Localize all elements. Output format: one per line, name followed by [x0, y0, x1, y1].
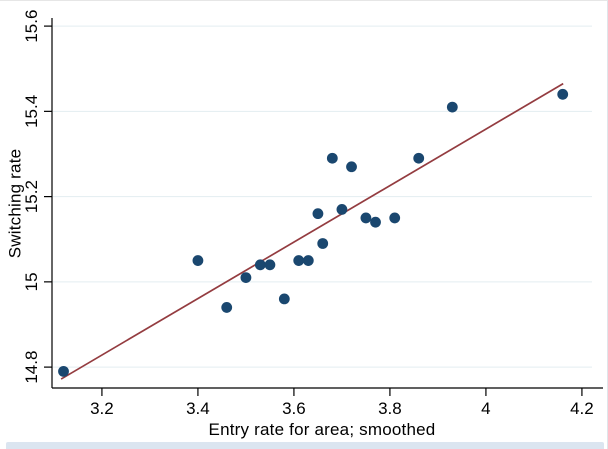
data-point: [278, 293, 290, 305]
data-point: [370, 216, 381, 228]
data-point: [413, 152, 425, 164]
data-point: [302, 255, 314, 266]
data-point: [346, 161, 357, 173]
data-point: [192, 255, 204, 266]
data-point: [312, 208, 324, 220]
data-point: [557, 88, 569, 100]
x-axis-title: Entry rate for area; smoothed: [208, 420, 436, 439]
y-tick-label: 15.6: [22, 10, 41, 43]
data-point: [254, 259, 266, 271]
data-point: [221, 302, 233, 313]
x-tick-label: 3.4: [186, 399, 210, 418]
x-tick-label: 3.2: [90, 399, 114, 418]
data-point: [389, 212, 401, 224]
data-point: [58, 365, 69, 377]
data-point: [360, 212, 372, 224]
data-point: [336, 203, 348, 215]
x-tick-label: 3.8: [378, 399, 402, 418]
data-point: [446, 101, 458, 113]
data-point: [264, 259, 276, 271]
y-tick-label: 14.8: [22, 351, 41, 384]
x-tick-label: 4: [481, 399, 490, 418]
data-point: [240, 272, 252, 283]
data-point: [293, 255, 305, 266]
window-edge-strip: [6, 442, 604, 449]
x-tick-label: 4.2: [570, 399, 594, 418]
y-tick-label: 15.4: [22, 95, 41, 128]
y-tick-label: 15.2: [22, 180, 41, 213]
x-tick-label: 3.6: [282, 399, 306, 418]
data-point: [326, 152, 338, 164]
data-point: [317, 238, 329, 249]
y-tick-label: 15: [22, 272, 41, 291]
fit-line: [60, 82, 564, 380]
y-axis-title: Switching rate: [5, 148, 25, 259]
